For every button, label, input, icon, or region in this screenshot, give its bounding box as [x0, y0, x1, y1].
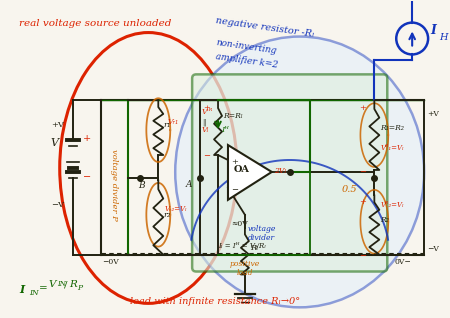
- Text: V: V: [51, 138, 59, 148]
- FancyBboxPatch shape: [192, 74, 387, 272]
- Text: Vᵣ₁: Vᵣ₁: [167, 118, 178, 126]
- Text: I: I: [430, 24, 436, 37]
- Text: −: −: [203, 152, 210, 160]
- Text: −0V: −0V: [103, 258, 119, 266]
- Text: voltage
divider: voltage divider: [248, 225, 276, 242]
- Text: r₁: r₁: [163, 121, 171, 129]
- Text: −V: −V: [427, 245, 439, 252]
- Text: −: −: [83, 173, 91, 183]
- Text: −V: −V: [51, 201, 64, 209]
- Text: V: V: [49, 280, 56, 289]
- Polygon shape: [228, 145, 272, 200]
- Text: H: H: [439, 33, 448, 42]
- Text: R₁=R₂: R₁=R₂: [380, 124, 404, 132]
- Text: +: +: [203, 104, 210, 112]
- Text: −: −: [360, 252, 366, 260]
- Text: +: +: [360, 198, 366, 206]
- Text: IN: IN: [29, 289, 39, 297]
- Text: −: −: [360, 168, 366, 176]
- Text: R=Rₗ: R=Rₗ: [223, 112, 243, 120]
- Text: B: B: [138, 181, 145, 190]
- Text: negative resistor -Rₗ: negative resistor -Rₗ: [215, 16, 315, 38]
- Text: A: A: [186, 180, 192, 190]
- Text: amplifier k=2: amplifier k=2: [215, 52, 279, 70]
- Text: P: P: [76, 284, 82, 293]
- Text: Rₗ: Rₗ: [250, 244, 258, 252]
- Text: +V: +V: [51, 121, 64, 129]
- Text: =: =: [39, 284, 48, 294]
- Text: load with infinite resistance Rₗ→0°: load with infinite resistance Rₗ→0°: [130, 297, 301, 306]
- Text: real voltage source unloaded: real voltage source unloaded: [19, 19, 171, 28]
- Text: Vᴿ₂=Vₗ: Vᴿ₂=Vₗ: [380, 201, 404, 209]
- Text: I: I: [19, 284, 24, 295]
- Text: +V: +V: [427, 110, 439, 118]
- Text: R₂: R₂: [380, 216, 389, 224]
- Text: voltage divider P: voltage divider P: [111, 149, 118, 221]
- Text: non-inverting: non-inverting: [215, 38, 277, 56]
- Text: −: −: [231, 186, 238, 194]
- Text: r₂: r₂: [163, 211, 171, 219]
- Text: /: /: [64, 280, 67, 289]
- Text: +: +: [83, 134, 91, 142]
- Ellipse shape: [175, 37, 424, 308]
- Text: Vᴿ₁=Vₗ: Vᴿ₁=Vₗ: [380, 144, 404, 152]
- Text: R: R: [69, 280, 76, 289]
- Text: ≈0V: ≈0V: [232, 220, 248, 228]
- Text: IN: IN: [57, 280, 66, 288]
- Text: 0.5: 0.5: [342, 185, 357, 194]
- Text: 2Vₗ: 2Vₗ: [274, 167, 286, 175]
- Text: Iₗ = Iᴴ = Vₗ/Rₗ: Iₗ = Iᴴ = Vₗ/Rₗ: [218, 242, 266, 250]
- Text: Iᴴ: Iᴴ: [221, 126, 229, 134]
- Text: Vᵣ₂=Vₗ: Vᵣ₂=Vₗ: [164, 205, 187, 213]
- Text: OA: OA: [234, 165, 250, 175]
- Text: +: +: [360, 104, 366, 112]
- Text: V'ᴿ: V'ᴿ: [202, 108, 213, 116]
- Text: Vₗ: Vₗ: [202, 126, 210, 134]
- Text: ||: ||: [202, 118, 207, 126]
- Text: +: +: [231, 158, 238, 166]
- Text: positive
load: positive load: [230, 259, 260, 277]
- Text: 0V−: 0V−: [394, 258, 411, 266]
